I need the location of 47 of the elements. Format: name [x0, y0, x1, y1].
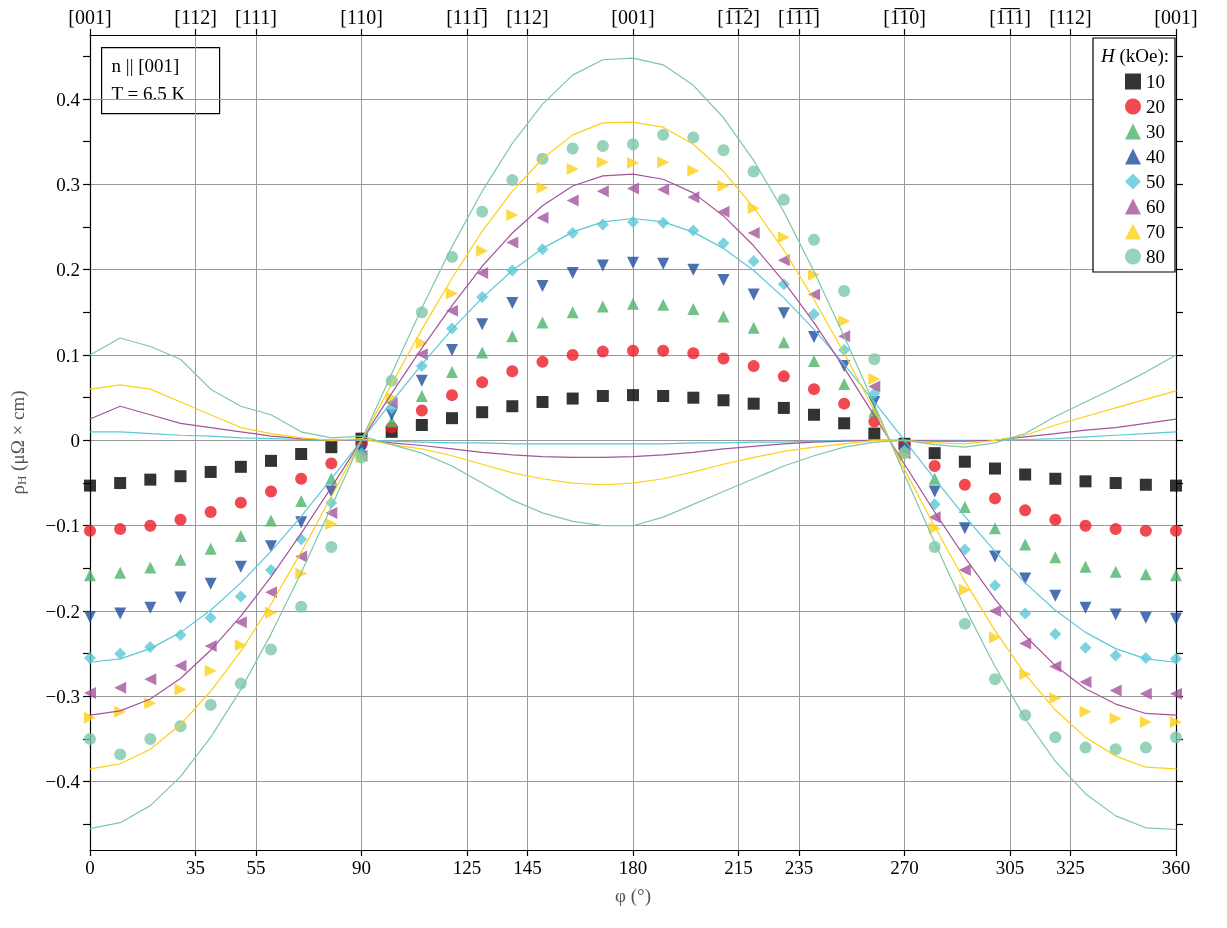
text: [110] [340, 6, 383, 28]
y-tick-label: 0.3 [56, 173, 80, 195]
x-tick-label: 145 [513, 857, 542, 878]
legend-label: 40 [1146, 146, 1165, 167]
x-tick-label: 35 [186, 857, 206, 878]
text: [1̅1̅1] [989, 6, 1032, 28]
legend-title: H (kOe): [1099, 45, 1170, 67]
text: [112] [506, 6, 549, 28]
y-tick-label: −0.4 [45, 771, 81, 793]
text: [1̅1̅1̅] [777, 6, 820, 28]
x-tick-label: 180 [618, 857, 648, 878]
text: [112] [174, 6, 217, 28]
x-tick-label: 55 [246, 857, 266, 878]
text: [1̅1̅0] [883, 6, 926, 28]
y-tick-label: 0.4 [56, 88, 81, 110]
x-tick-label: 235 [784, 857, 814, 878]
y-axis-title: ρH (μΩ × cm) [7, 390, 29, 495]
y-tick-label: 0.1 [56, 344, 80, 366]
y-tick-label: 0.2 [56, 259, 80, 281]
text: [001] [1154, 6, 1198, 28]
legend-label: 60 [1146, 196, 1165, 217]
text: [112] [1049, 6, 1092, 28]
y-tick-label: 0 [70, 429, 80, 451]
x-tick-label: 125 [452, 857, 482, 878]
legend-label: 20 [1146, 96, 1165, 117]
text: [1̅1̅2] [717, 6, 760, 28]
legend-label: 30 [1146, 121, 1165, 142]
text: [001] [68, 6, 112, 28]
legend-label: 10 [1146, 71, 1165, 92]
y-tick-label: −0.2 [45, 600, 80, 622]
legend-label: 50 [1146, 171, 1165, 192]
legend-label: 80 [1146, 246, 1165, 267]
text: [001] [611, 6, 655, 28]
legend-label: 70 [1146, 221, 1165, 242]
x-tick-label: 325 [1056, 857, 1085, 878]
text: [111̅] [446, 6, 489, 28]
annotation: n || [001] [111, 54, 180, 76]
x-axis-title: φ (°) [615, 885, 651, 907]
x-tick-label: 215 [724, 857, 753, 878]
y-tick-label: −0.1 [45, 515, 80, 537]
y-tick-label: −0.3 [45, 685, 80, 707]
x-tick-label: 305 [995, 857, 1025, 878]
x-tick-label: 0 [85, 857, 95, 878]
x-tick-label: 90 [352, 857, 371, 878]
x-tick-label: 360 [1161, 857, 1191, 878]
x-tick-label: 270 [890, 857, 919, 878]
text: [111] [234, 6, 277, 28]
